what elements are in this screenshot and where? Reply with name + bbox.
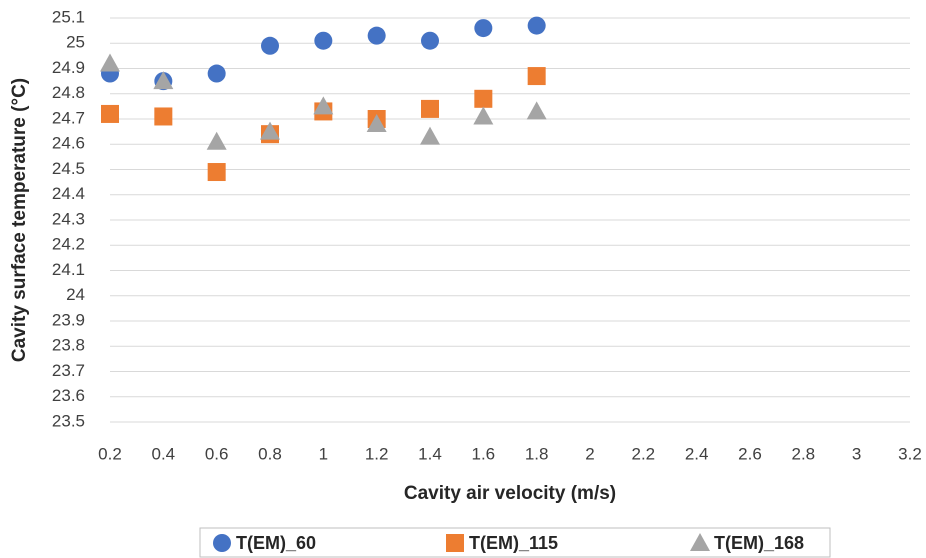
x-tick-label: 0.2 [98,444,122,463]
y-tick-label: 24.9 [52,58,85,77]
point [100,53,120,72]
x-tick-label: 1.8 [525,444,549,463]
legend-marker [446,534,464,552]
x-tick-label: 2 [585,444,594,463]
point [473,106,494,125]
y-tick-label: 24.2 [52,235,85,254]
y-tick-label: 23.8 [52,336,85,355]
point [207,64,226,83]
point [474,19,493,38]
y-tick-label: 24.8 [52,83,85,102]
y-tick-label: 23.7 [52,361,85,380]
y-tick-label: 24.1 [52,260,85,279]
x-tick-label: 0.6 [205,444,229,463]
x-tick-label: 1.6 [472,444,496,463]
y-tick-label: 23.9 [52,310,85,329]
point [527,67,546,86]
x-tick-label: 2.6 [738,444,762,463]
x-tick-label: 0.8 [258,444,282,463]
legend-marker [690,533,710,551]
point [420,126,440,145]
y-tick-label: 24.3 [52,209,85,228]
legend-text: T(EM)_60 [236,533,316,553]
x-tick-label: 3.2 [898,444,922,463]
point [153,71,174,90]
y-tick-label: 25.1 [52,7,85,26]
legend-marker [213,534,231,552]
y-tick-label: 24.5 [52,159,85,178]
y-tick-label: 24.7 [52,108,85,127]
x-tick-label: 1 [319,444,328,463]
point [207,163,226,182]
y-tick-label: 25 [66,33,85,52]
y-tick-label: 24 [66,285,85,304]
legend-box [199,527,831,558]
point [526,101,547,120]
y-axis-title: Cavity surface temperature (°C) [9,78,30,362]
point [367,26,386,45]
x-tick-label: 1.2 [365,444,389,463]
point [421,99,439,118]
x-tick-label: 2.2 [632,444,656,463]
x-tick-label: 3 [852,444,861,463]
point [421,31,439,50]
point [366,114,387,133]
point [527,16,546,35]
y-tick-label: 24.6 [52,134,85,153]
x-tick-label: 1.4 [418,444,442,463]
y-tick-label: 24.4 [52,184,85,203]
point [101,104,119,123]
point [314,31,333,50]
y-tick-label: 23.6 [52,386,85,405]
legend-text: T(EM)_168 [714,533,804,553]
point [261,36,279,55]
point [474,89,493,108]
point [206,131,227,150]
x-axis-title: Cavity air velocity (m/s) [404,483,616,504]
x-tick-label: 2.8 [792,444,816,463]
point [154,107,173,126]
point [313,96,334,115]
x-tick-label: 0.4 [152,444,176,463]
x-tick-label: 2.4 [685,444,709,463]
y-tick-label: 23.5 [52,411,85,430]
point [260,121,280,140]
legend-text: T(EM)_115 [469,533,558,553]
